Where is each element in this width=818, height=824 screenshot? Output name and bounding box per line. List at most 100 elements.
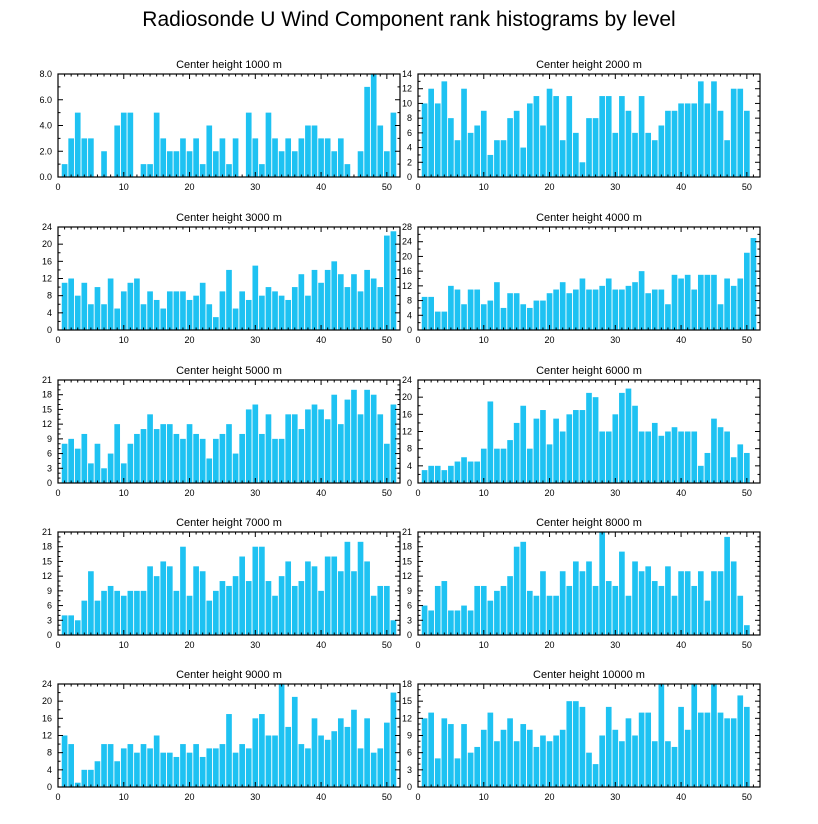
bar <box>487 154 494 177</box>
bar <box>219 138 226 178</box>
y-tick-label: 24 <box>402 375 412 385</box>
bar <box>337 274 344 330</box>
bar <box>140 304 147 330</box>
x-tick-label: 0 <box>415 792 420 802</box>
bar <box>291 287 298 330</box>
bar <box>384 585 390 635</box>
bar <box>134 278 140 330</box>
bar <box>318 282 324 330</box>
bar <box>206 748 213 788</box>
x-tick-label: 50 <box>382 182 392 192</box>
bar <box>434 103 441 177</box>
bar <box>632 282 638 330</box>
bar <box>94 600 101 635</box>
x-tick-label: 40 <box>676 182 686 192</box>
bar <box>454 289 461 330</box>
bar <box>74 448 81 483</box>
bar <box>370 278 377 330</box>
bar <box>566 293 573 330</box>
y-tick-label: 6.0 <box>39 95 52 105</box>
y-tick-label: 20 <box>402 251 412 261</box>
bar <box>259 295 265 330</box>
bar <box>454 461 461 483</box>
bar <box>744 110 750 177</box>
bar <box>206 600 213 635</box>
bar <box>81 433 88 483</box>
panel-10: Center height 10000 m 0 10 20 30 40 50 0 3 6 9 12 15… <box>402 669 761 802</box>
bar <box>370 74 377 177</box>
bar <box>494 741 500 787</box>
panel-1: Center height 1000 m 0 10 20 30 40 50 0.0 2.0 4.0… <box>39 59 401 192</box>
bar <box>384 235 390 330</box>
bar <box>441 581 448 635</box>
bar <box>566 585 573 635</box>
x-tick-label: 20 <box>545 182 555 192</box>
bar <box>540 410 546 483</box>
bar <box>344 287 351 330</box>
bar <box>579 571 586 635</box>
y-tick-label: 6 <box>47 449 52 459</box>
bar <box>467 752 474 787</box>
bar <box>586 289 592 330</box>
bar <box>298 744 305 787</box>
bar <box>278 684 285 787</box>
bar <box>232 453 239 483</box>
y-tick-label: 12 <box>42 419 52 429</box>
bar <box>206 125 213 177</box>
bar <box>324 138 331 178</box>
bar <box>520 304 527 330</box>
bar <box>526 307 533 330</box>
bar <box>651 422 658 483</box>
bar <box>678 278 684 330</box>
y-tick-label: 24 <box>42 222 52 232</box>
bar <box>160 561 167 635</box>
x-tick-label: 30 <box>610 640 620 650</box>
bar <box>377 585 384 635</box>
bar <box>638 431 645 483</box>
bar <box>592 289 599 330</box>
bar <box>186 595 193 635</box>
bar <box>107 585 114 635</box>
bar <box>344 541 351 635</box>
plot-frame <box>57 73 401 178</box>
bar <box>311 125 318 177</box>
bar <box>421 296 428 330</box>
bar <box>390 692 397 787</box>
bar <box>318 735 324 787</box>
y-tick-label: 20 <box>402 392 412 402</box>
x-tick-label: 10 <box>119 488 129 498</box>
bar <box>704 712 711 787</box>
bar <box>173 151 180 177</box>
bar <box>213 317 219 331</box>
bar <box>678 706 684 787</box>
bar <box>219 744 226 787</box>
bar <box>651 741 658 787</box>
bar <box>665 741 671 787</box>
bar <box>592 397 599 483</box>
x-tick-label: 30 <box>250 488 260 498</box>
bar <box>384 443 390 483</box>
y-tick-label: 12 <box>402 427 412 437</box>
bar <box>487 600 494 635</box>
bar <box>684 431 691 483</box>
bar <box>697 81 704 177</box>
bar <box>186 424 193 483</box>
bar <box>737 695 744 787</box>
y-tick-label: 12 <box>402 84 412 94</box>
bar <box>226 585 232 635</box>
bar <box>730 285 737 330</box>
x-tick-label: 0 <box>415 640 420 650</box>
bar <box>127 112 134 178</box>
bar <box>298 429 305 483</box>
bar <box>370 394 377 483</box>
bar <box>599 431 605 483</box>
bar <box>272 438 278 483</box>
bar <box>305 748 311 788</box>
bar <box>193 744 199 787</box>
panel-title: Center height 2000 m <box>536 59 642 71</box>
bar <box>318 590 324 635</box>
x-tick-label: 10 <box>119 792 129 802</box>
y-tick-label: 12 <box>402 571 412 581</box>
bar <box>520 724 527 787</box>
bar <box>173 291 180 331</box>
